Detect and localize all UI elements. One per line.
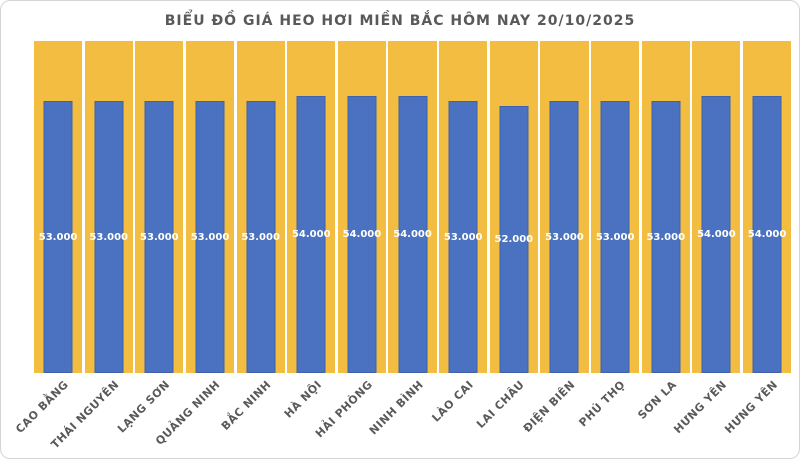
x-axis-label: HẢI PHÒNG: [312, 378, 376, 441]
x-axis-label: NINH BÌNH: [366, 378, 426, 438]
x-axis-label: BẮC NINH: [218, 378, 274, 433]
price-bar: 53.000: [646, 101, 685, 373]
x-axis-label: PHÚ THỌ: [576, 378, 629, 430]
bar-slot: 54.000: [388, 41, 437, 373]
price-bar: 54.000: [343, 96, 381, 373]
bar-value-label: 53.000: [89, 231, 128, 243]
bar-value-label: 54.000: [697, 229, 736, 240]
price-bar: 53.000: [89, 101, 128, 373]
bar-value-label: 52.000: [494, 234, 534, 245]
bar-value-label: 53.000: [443, 231, 483, 243]
bar-value-label: 53.000: [190, 231, 230, 243]
bar-value-label: 53.000: [241, 231, 280, 243]
bar-slot: 54.000: [337, 41, 386, 373]
bar-slot: 53.000: [185, 41, 235, 373]
bar-value-label: 53.000: [38, 231, 78, 243]
bar-slot: 53.000: [591, 41, 640, 373]
bar-slot: 53.000: [84, 41, 133, 373]
price-bar: 53.000: [596, 101, 634, 373]
price-bar: 54.000: [393, 96, 432, 373]
bar-slot: 52.000: [489, 41, 538, 373]
price-bar: 53.000: [140, 101, 179, 373]
price-bar: 53.000: [39, 101, 77, 373]
plot-area: 53.000 53.000 53.000 53.000 53.000 54.000 54.0…: [34, 41, 792, 373]
bar-slot: 53.000: [439, 41, 488, 373]
price-bar: 53.000: [191, 101, 229, 373]
x-axis-label: SƠN LA: [634, 378, 679, 422]
bar-slot: 53.000: [135, 41, 184, 373]
x-axis-label: HƯNG YÊN: [722, 378, 781, 437]
bar-slot: 53.000: [540, 41, 589, 373]
bar-value-label: 54.000: [747, 229, 787, 240]
price-bar: 54.000: [292, 96, 331, 373]
bar-value-label: 53.000: [140, 231, 179, 243]
bar-value-label: 53.000: [595, 231, 635, 243]
price-bar: 54.000: [748, 96, 786, 373]
price-bar: 54.000: [697, 96, 736, 373]
price-bar: 52.000: [495, 106, 533, 373]
bar-slot: 53.000: [236, 41, 285, 373]
price-bar: 53.000: [241, 101, 280, 373]
price-bar: 53.000: [444, 101, 482, 373]
x-axis-label: LÀO CAI: [429, 378, 477, 425]
chart-title: BIỂU ĐỒ GIÁ HEO HƠI MIỀN BẮC HÔM NAY 20/…: [164, 13, 636, 29]
bar-value-label: 54.000: [342, 229, 382, 240]
bar-slot: 54.000: [287, 41, 336, 373]
x-axis-label: LẠNG SƠN: [115, 378, 173, 436]
x-axis-label: THÁI NGUYÊN: [48, 378, 122, 452]
x-axis-label: QUẢNG NINH: [153, 378, 224, 448]
price-bar: 53.000: [545, 101, 584, 373]
x-axis-label: HƯNG YÊN: [671, 378, 730, 437]
x-axis-label: ĐIỆN BIÊN: [520, 378, 578, 435]
bar-slot: 54.000: [742, 41, 792, 373]
bar-slot: 54.000: [692, 41, 741, 373]
x-axis-label: HÀ NỘI: [281, 378, 325, 421]
bar-value-label: 53.000: [545, 231, 584, 243]
bar-value-label: 53.000: [646, 231, 686, 243]
bar-value-label: 54.000: [393, 229, 432, 240]
x-axis-label: CAO BẰNG: [13, 378, 72, 436]
x-axis-label: LAI CHÂU: [474, 378, 527, 431]
bar-slot: 53.000: [34, 41, 83, 373]
bar-slot: 53.000: [641, 41, 690, 373]
bar-value-label: 54.000: [291, 229, 331, 240]
